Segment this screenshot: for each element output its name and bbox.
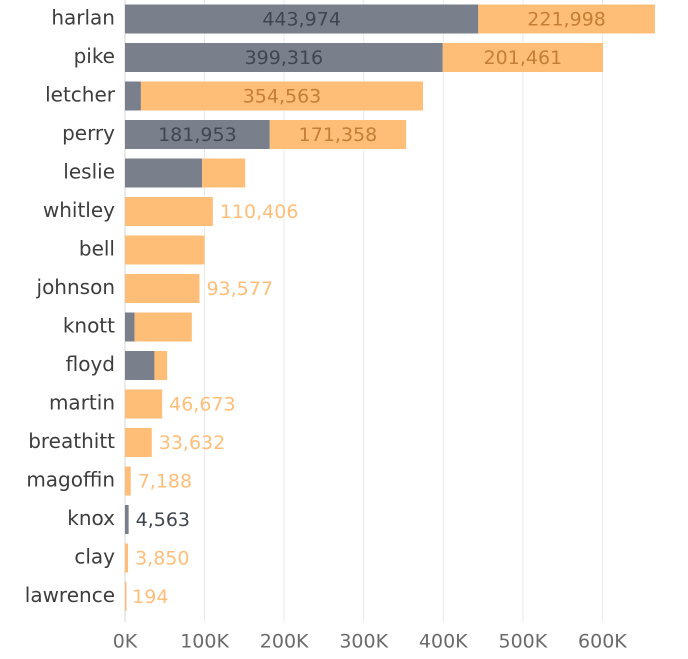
- x-tick-label: 400K: [419, 631, 468, 653]
- data-label-orange-letcher: 354,563: [243, 86, 322, 108]
- x-tick-label: 100K: [180, 631, 229, 653]
- category-label: leslie: [63, 160, 115, 184]
- bar-orange-martin: [125, 389, 163, 419]
- bar-orange-floyd: [154, 351, 168, 380]
- x-tick-label: 300K: [339, 631, 388, 653]
- bar-orange-bell: [125, 235, 205, 265]
- bar-orange-breathitt: [125, 428, 152, 457]
- bar-orange-whitley: [125, 197, 213, 226]
- bar-gray-knott: [125, 312, 135, 342]
- data-label-orange-johnson: 93,577: [206, 278, 272, 300]
- category-label: letcher: [45, 83, 116, 107]
- x-tick-label: 600K: [578, 631, 627, 653]
- data-label-orange-martin: 46,673: [169, 394, 235, 416]
- bar-orange-knott: [134, 312, 192, 342]
- data-label-orange-lawrence: 194: [132, 586, 168, 608]
- category-label: bell: [79, 237, 115, 261]
- bar-orange-lawrence: [125, 582, 127, 611]
- category-label: harlan: [51, 6, 115, 30]
- bar-gray-harlan: [125, 4, 479, 34]
- data-label-orange-whitley: 110,406: [220, 201, 299, 223]
- bar-gray-letcher: [125, 81, 141, 111]
- bar-orange-pike: [442, 43, 604, 72]
- bar-gray-knox: [125, 505, 129, 534]
- bar-gray-leslie: [125, 158, 203, 188]
- x-tick-label: 0K: [113, 631, 138, 653]
- data-label-gray-knox: 4,563: [136, 509, 190, 531]
- category-labels: harlan pike letcher perry leslie whitley bell j…: [25, 6, 116, 608]
- data-label-orange-magoffin: 7,188: [138, 471, 192, 493]
- bar-gray-floyd: [125, 351, 155, 380]
- bar-orange-johnson: [125, 274, 200, 303]
- bar-gray-pike: [125, 43, 443, 72]
- x-tick-label: 500K: [498, 631, 547, 653]
- data-label-orange-pike: 201,461: [484, 47, 563, 69]
- data-label-orange-breathitt: 33,632: [159, 432, 225, 454]
- category-label: johnson: [36, 275, 115, 299]
- x-axis: 0K 100K 200K 300K 400K 500K 600K: [113, 631, 628, 653]
- bar-orange-perry: [269, 120, 407, 149]
- category-label: martin: [49, 391, 115, 415]
- data-label-orange-harlan: 221,998: [527, 9, 606, 31]
- bar-orange-magoffin: [125, 466, 131, 496]
- bars: 443,974 221,998 399,316 201,461 354,563 181,9…: [125, 4, 655, 611]
- category-label: breathitt: [28, 429, 115, 453]
- data-label-gray-harlan: 443,974: [262, 9, 341, 31]
- data-label-orange-perry: 171,358: [299, 124, 378, 146]
- data-label-orange-clay: 3,850: [135, 548, 189, 570]
- category-label: knott: [63, 314, 115, 338]
- bar-orange-leslie: [202, 158, 246, 188]
- category-label: whitley: [43, 198, 115, 222]
- x-tick-label: 200K: [260, 631, 309, 653]
- bar-orange-harlan: [478, 4, 655, 34]
- bar-orange-letcher: [140, 81, 424, 111]
- category-label: magoffin: [26, 468, 115, 492]
- category-label: clay: [74, 545, 115, 569]
- category-label: perry: [62, 121, 115, 145]
- bar-orange-clay: [125, 543, 129, 573]
- category-label: lawrence: [25, 583, 115, 607]
- data-label-gray-pike: 399,316: [245, 47, 324, 69]
- category-label: knox: [67, 506, 115, 530]
- category-label: floyd: [66, 352, 115, 376]
- data-label-gray-perry: 181,953: [158, 124, 237, 146]
- category-label: pike: [74, 44, 115, 68]
- bar-gray-perry: [125, 120, 270, 149]
